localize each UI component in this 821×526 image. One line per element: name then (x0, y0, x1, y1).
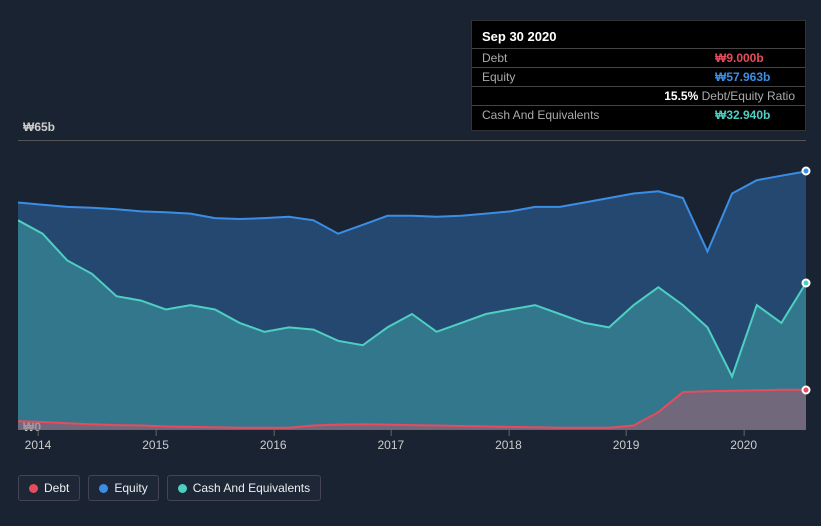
legend-item-cash-and-equivalents[interactable]: Cash And Equivalents (167, 475, 321, 501)
x-axis-tick: 2019 (613, 438, 640, 452)
x-axis-tick: 2017 (377, 438, 404, 452)
series-marker-equity (802, 167, 811, 176)
tooltip-label: Equity (482, 70, 715, 84)
financial-chart: ₩65b ₩0 2014201520162017201820192020 Deb… (18, 120, 806, 500)
tooltip-row: Debt₩9.000b (472, 48, 805, 67)
tooltip-label (482, 89, 664, 103)
legend-item-debt[interactable]: Debt (18, 475, 80, 501)
x-axis-tick: 2016 (260, 438, 287, 452)
chart-plot-area[interactable] (18, 140, 806, 430)
x-axis-tick: 2020 (730, 438, 757, 452)
x-axis: 2014 2015 2016 2017 2018 2019 2020 (18, 438, 806, 468)
x-axis-tick: 2018 (495, 438, 522, 452)
legend-dot (99, 484, 108, 493)
chart-legend: Debt Equity Cash And Equivalents (18, 475, 321, 501)
tooltip-row: 15.5% Debt/Equity Ratio (472, 86, 805, 105)
legend-dot (178, 484, 187, 493)
legend-label: Debt (44, 481, 69, 495)
tooltip-value: ₩57.963b (715, 70, 795, 84)
series-marker-debt (802, 385, 811, 394)
chart-tooltip: Sep 30 2020 Debt₩9.000bEquity₩57.963b15.… (471, 20, 806, 131)
tooltip-row: Equity₩57.963b (472, 67, 805, 86)
tooltip-value: ₩9.000b (715, 51, 795, 65)
tooltip-suffix: Debt/Equity Ratio (698, 89, 795, 103)
tooltip-date: Sep 30 2020 (472, 27, 805, 48)
legend-label: Equity (114, 481, 147, 495)
legend-label: Cash And Equivalents (193, 481, 310, 495)
tooltip-value: 15.5% Debt/Equity Ratio (664, 89, 795, 103)
tooltip-label: Debt (482, 51, 715, 65)
x-axis-tick: 2015 (142, 438, 169, 452)
legend-dot (29, 484, 38, 493)
series-marker-cash-and-equivalents (802, 279, 811, 288)
y-axis-max-label: ₩65b (23, 120, 55, 134)
x-axis-tick: 2014 (25, 438, 52, 452)
legend-item-equity[interactable]: Equity (88, 475, 158, 501)
